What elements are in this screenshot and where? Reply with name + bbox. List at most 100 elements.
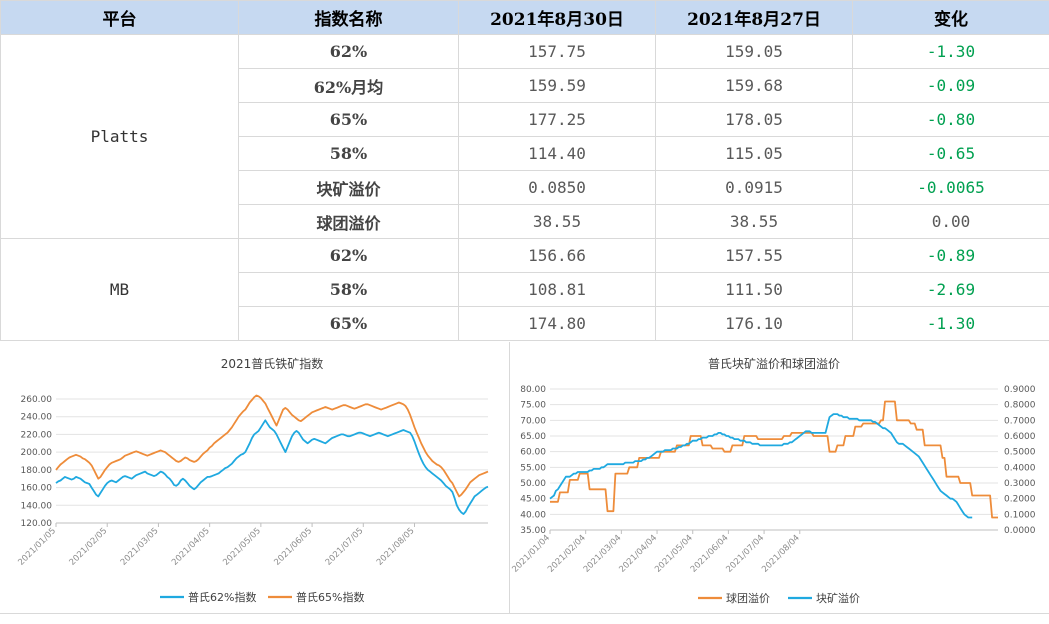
y-tick-label: 35.00 [520, 526, 546, 536]
value-cell: 0.0915 [655, 170, 853, 205]
header-change: 变化 [852, 0, 1049, 35]
value-cell: 114.40 [458, 136, 656, 171]
index-name-cell: 62% [238, 238, 459, 273]
value-cell: 159.68 [655, 68, 853, 103]
value-cell: 115.05 [655, 136, 853, 171]
x-tick-label: 2021/05/05 [221, 526, 263, 568]
y-tick-label: 240.00 [21, 413, 53, 423]
change-cell: -0.0065 [852, 170, 1049, 205]
value-cell: 108.81 [458, 272, 656, 307]
y2-tick-label: 0.6000 [1004, 432, 1036, 442]
y-tick-label: 65.00 [520, 432, 546, 442]
value-cell: 157.75 [458, 34, 656, 69]
series-line-1 [549, 413, 973, 519]
table-row: Platts 62% 157.75 159.05 -1.30 [0, 34, 1049, 239]
table-header-row: 平台 指数名称 2021年8月30日 2021年8月27日 变化 [0, 0, 1049, 35]
header-date-1: 2021年8月30日 [458, 0, 656, 35]
y-tick-label: 60.00 [520, 448, 546, 458]
table-row: MB 62% 156.66 157.55 -0.89 [0, 238, 1049, 341]
y2-tick-label: 0.2000 [1004, 495, 1036, 505]
table-row: 球团溢价 38.55 38.55 0.00 [1, 204, 1049, 239]
legend-label-1: 普氏65%指数 [296, 590, 364, 604]
value-cell: 111.50 [655, 272, 853, 307]
index-name-cell: 58% [238, 136, 459, 171]
y-tick-label: 140.00 [21, 501, 53, 511]
change-cell: -0.80 [852, 102, 1049, 137]
y-tick-label: 260.00 [21, 395, 53, 405]
x-tick-label: 2021/03/05 [119, 526, 161, 568]
index-name-cell: 球团溢价 [238, 204, 459, 239]
header-date-2: 2021年8月27日 [655, 0, 853, 35]
divider [0, 613, 1049, 614]
change-cell: -0.89 [852, 238, 1049, 273]
y-tick-label: 160.00 [21, 484, 53, 494]
y-tick-label: 180.00 [21, 466, 53, 476]
change-cell: -1.30 [852, 34, 1049, 69]
y-tick-label: 70.00 [520, 416, 546, 426]
change-cell: 0.00 [852, 204, 1049, 239]
series-line-1 [55, 394, 489, 498]
y2-tick-label: 0.0000 [1004, 526, 1036, 536]
value-cell: 157.55 [655, 238, 853, 273]
x-tick-label: 2021/02/05 [68, 526, 110, 568]
platform-cell: Platts [0, 34, 239, 239]
table-row: 65% 174.80 176.10 -1.30 [1, 306, 1049, 341]
value-cell: 156.66 [458, 238, 656, 273]
index-name-cell: 65% [238, 102, 459, 137]
y-tick-label: 50.00 [520, 479, 546, 489]
series-line-0 [550, 400, 998, 519]
legend-label-0: 球团溢价 [726, 591, 770, 605]
y-tick-label: 80.00 [520, 385, 546, 395]
y2-tick-label: 0.9000 [1004, 385, 1036, 395]
y-tick-label: 40.00 [520, 510, 546, 520]
value-cell: 159.59 [458, 68, 656, 103]
y2-tick-label: 0.5000 [1004, 448, 1036, 458]
y2-tick-label: 0.7000 [1004, 416, 1036, 426]
value-cell: 177.25 [458, 102, 656, 137]
y-tick-label: 75.00 [520, 401, 546, 411]
x-tick-label: 2021/08/05 [375, 526, 417, 568]
change-cell: -0.09 [852, 68, 1049, 103]
x-tick-label: 2021/07/05 [324, 526, 366, 568]
chart-platts-index-svg: 2021普氏铁矿指数 120.00 140.00 160.00 180.00 200.00… [16, 356, 489, 604]
x-tick-label: 2021/06/05 [272, 526, 314, 568]
y-tick-label: 200.00 [21, 448, 53, 458]
platform-cell: MB [0, 238, 239, 341]
change-cell: -2.69 [852, 272, 1049, 307]
x-tick-label: 2021/01/05 [16, 526, 58, 568]
y-tick-label: 45.00 [520, 495, 546, 505]
x-tick-label: 2021/08/04 [760, 533, 802, 575]
index-name-cell: 65% [238, 306, 459, 341]
index-name-cell: 块矿溢价 [238, 170, 459, 205]
price-table: 平台 指数名称 2021年8月30日 2021年8月27日 变化 Platts … [0, 0, 1049, 341]
legend-label-1: 块矿溢价 [816, 591, 860, 605]
index-name-cell: 62%月均 [238, 68, 459, 103]
y2-tick-label: 0.1000 [1004, 510, 1036, 520]
y-tick-label: 220.00 [21, 430, 53, 440]
value-cell: 38.55 [655, 204, 853, 239]
table-row: 58% 114.40 115.05 -0.65 [1, 136, 1049, 171]
y-tick-label: 120.00 [21, 519, 53, 529]
y2-tick-label: 0.4000 [1004, 463, 1036, 473]
value-cell: 159.05 [655, 34, 853, 69]
header-index-name: 指数名称 [238, 0, 459, 35]
value-cell: 176.10 [655, 306, 853, 341]
table-row: 62%月均 159.59 159.68 -0.09 [1, 68, 1049, 103]
y2-tick-label: 0.3000 [1004, 479, 1036, 489]
change-cell: -0.65 [852, 136, 1049, 171]
value-cell: 174.80 [458, 306, 656, 341]
table-row: 块矿溢价 0.0850 0.0915 -0.0065 [1, 170, 1049, 205]
header-platform: 平台 [0, 0, 239, 35]
change-cell: -1.30 [852, 306, 1049, 341]
chart-premium: 普氏块矿溢价和球团溢价 35.00 40.00 45.00 50.00 55.00 60.0… [510, 342, 1049, 614]
chart-premium-svg: 普氏块矿溢价和球团溢价 35.00 40.00 45.00 50.00 55.00 60.0… [510, 357, 1036, 605]
legend-label-0: 普氏62%指数 [188, 590, 256, 604]
chart-title: 2021普氏铁矿指数 [221, 356, 324, 371]
table-row: 65% 177.25 178.05 -0.80 [1, 102, 1049, 137]
y-tick-label: 55.00 [520, 463, 546, 473]
series-line-0 [55, 419, 489, 516]
table-row: 58% 108.81 111.50 -2.69 [1, 272, 1049, 307]
index-name-cell: 58% [238, 272, 459, 307]
index-name-cell: 62% [238, 34, 459, 69]
